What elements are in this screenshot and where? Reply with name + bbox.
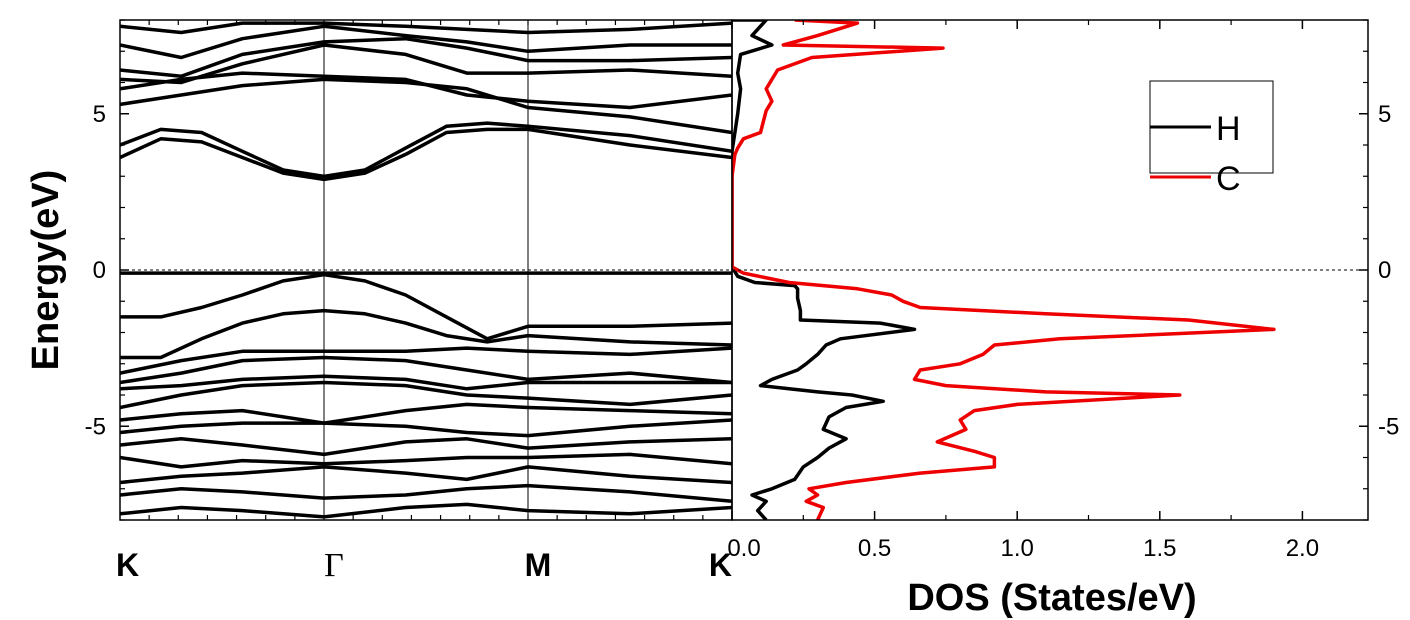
k-point-label-1: Γ	[324, 547, 344, 584]
band-line-9	[120, 437, 732, 457]
band-y-tick-label-2: 5	[93, 101, 106, 128]
legend-h-label: H	[1216, 110, 1241, 148]
dos-lines	[732, 20, 1276, 520]
dos-x-tick-label-2: 1.0	[1001, 535, 1034, 562]
dos-series-c	[732, 20, 1276, 520]
band-line-10	[120, 452, 732, 469]
dos-x-tick-label-0: 0.0	[727, 535, 760, 562]
dos-x-tick-label-4: 2.0	[1286, 535, 1319, 562]
band-y-ticks: -5 0 5	[85, 19, 129, 521]
band-x-minor-ticks	[148, 20, 704, 520]
band-line-5	[120, 374, 732, 391]
dos-y-tick-label-1: 0	[1378, 257, 1391, 284]
dos-y-tick-label-0: -5	[1378, 413, 1399, 440]
band-line-8	[120, 418, 732, 438]
dos-y-ticks: -5 0 5	[1359, 19, 1399, 521]
band-line-15	[120, 121, 732, 179]
band-line-19	[120, 36, 732, 79]
dos-x-ticks: 0.0 0.5 1.0 1.5 2.0	[727, 20, 1319, 562]
dos-x-axis-title: DOS (States/eV)	[907, 577, 1196, 619]
band-line-20	[120, 24, 732, 60]
k-point-label-3: K	[709, 547, 732, 583]
band-structure-panel: -5 0 5 K Γ M K Energy(eV)	[25, 19, 733, 584]
high-symmetry-lines	[323, 20, 529, 520]
k-point-label-2: M	[525, 547, 552, 583]
band-line-16	[120, 77, 732, 135]
dos-series-h	[732, 20, 917, 520]
band-line-7	[120, 402, 732, 425]
dos-x-tick-label-3: 1.5	[1143, 535, 1176, 562]
band-line-3	[120, 346, 732, 375]
k-point-label-0: K	[116, 547, 139, 583]
band-line-4	[120, 355, 732, 385]
band-y-axis-title: Energy(eV)	[25, 170, 67, 371]
band-y-tick-label-1: 0	[93, 257, 106, 284]
band-line-6	[120, 380, 732, 410]
band-line-18	[120, 43, 732, 85]
dos-y-tick-label-2: 5	[1378, 101, 1391, 128]
dos-panel: 0.0 0.5 1.0 1.5 2.0 -5 0 5 DOS (States/eV) H C	[727, 19, 1399, 619]
band-line-12	[120, 483, 732, 504]
band-y-tick-label-0: -5	[85, 413, 106, 440]
band-line-13	[120, 502, 732, 519]
legend: H C	[1149, 80, 1274, 198]
dos-x-tick-label-1: 0.5	[858, 535, 891, 562]
band-line-21	[120, 21, 732, 35]
legend-c-label: C	[1216, 160, 1241, 198]
band-line-11	[120, 465, 732, 485]
band-lines	[120, 21, 732, 519]
